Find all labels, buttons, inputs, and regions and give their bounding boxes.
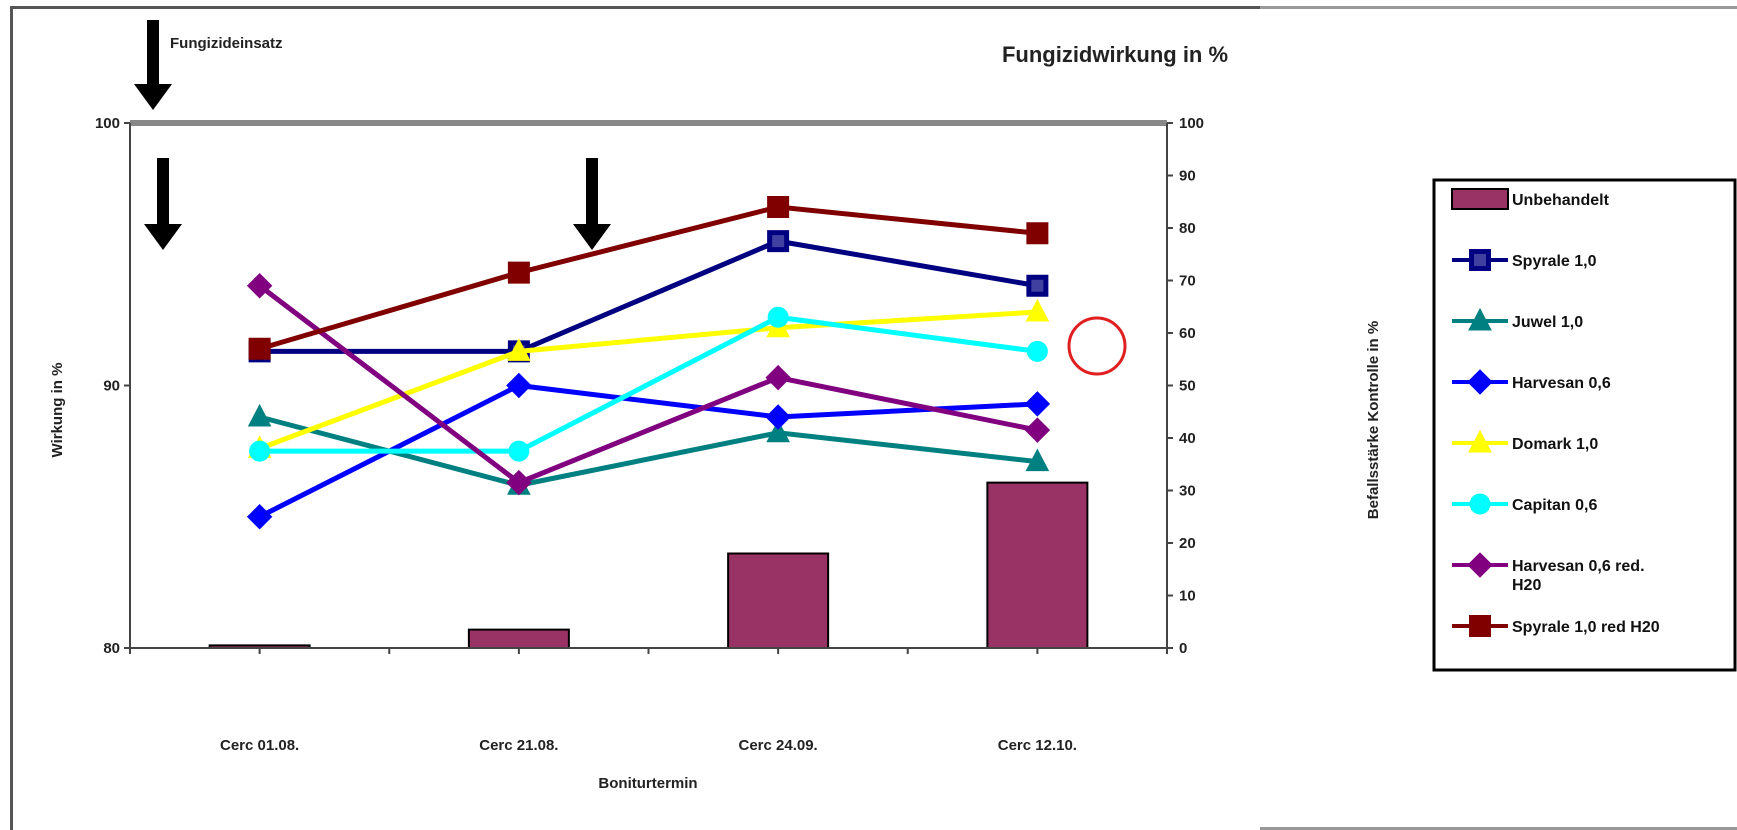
legend-marker-4: [1470, 494, 1490, 514]
series-4-point: [768, 307, 788, 327]
series-5-point: [1025, 418, 1049, 442]
arrow-middle-shaft: [586, 158, 598, 228]
arrow-left-shaft: [157, 158, 169, 228]
y-left-tick-label: 100: [95, 115, 120, 132]
series-6-point: [509, 263, 529, 283]
arrow-top-head: [134, 84, 172, 110]
legend-label-6: Spyrale 1,0 red H20: [1512, 619, 1660, 636]
series-6-point: [1027, 223, 1047, 243]
series-4-point: [250, 441, 270, 461]
series-5-point: [766, 366, 790, 390]
y-right-tick-label: 70: [1179, 273, 1196, 290]
y-left-tick-label: 80: [103, 640, 120, 657]
y-right-tick-label: 90: [1179, 168, 1196, 185]
y-right-tick-label: 100: [1179, 115, 1204, 132]
legend-label-3: Domark 1,0: [1512, 436, 1598, 453]
y-right-tick-label: 10: [1179, 588, 1196, 605]
chart-title: Fungizidwirkung in %: [1002, 42, 1228, 67]
legend-marker-0-inner: [1474, 254, 1486, 266]
x-axis-label: Boniturtermin: [598, 775, 697, 792]
legend-label-2: Harvesan 0,6: [1512, 375, 1611, 392]
arrow-middle-head: [573, 224, 611, 250]
y-right-tick-label: 30: [1179, 483, 1196, 500]
bar-unbehandelt: [469, 630, 569, 648]
y-right-tick-label: 50: [1179, 378, 1196, 395]
annotation-label: Fungizideinsatz: [170, 35, 283, 52]
series-2-point: [248, 505, 272, 529]
x-tick-label: Cerc 12.10.: [998, 737, 1077, 754]
legend-swatch-bar: [1452, 189, 1508, 209]
y-right-tick-label: 80: [1179, 220, 1196, 237]
arrow-top-shaft: [147, 20, 159, 88]
y-axis-left-label: Wirkung in %: [49, 363, 66, 458]
y-axis-right-label: Befallsstärke Kontrolle in %: [1365, 321, 1382, 519]
y-right-tick-label: 60: [1179, 325, 1196, 342]
series-2-point: [507, 374, 531, 398]
lines-layer: [248, 197, 1050, 529]
series-1-point: [249, 405, 271, 426]
legend-label-unbehandelt: Unbehandelt: [1512, 192, 1610, 209]
series-6-point: [250, 339, 270, 359]
legend-label-4: Capitan 0,6: [1512, 497, 1597, 514]
arrow-left-head: [144, 224, 182, 250]
x-tick-label: Cerc 21.08.: [479, 737, 558, 754]
x-tick-label: Cerc 24.09.: [739, 737, 818, 754]
series-0-point-inner: [772, 235, 784, 247]
y-left-tick-label: 90: [103, 378, 120, 395]
legend-marker-6: [1470, 616, 1490, 636]
legend: Unbehandelt Spyrale 1,0 Juwel 1,0 Harvesan …: [1434, 180, 1735, 670]
series-4-point: [509, 441, 529, 461]
y-right-tick-label: 40: [1179, 430, 1196, 447]
y-right-tick-label: 20: [1179, 535, 1196, 552]
series-0-point-inner: [1031, 280, 1043, 292]
series-2-point: [766, 405, 790, 429]
series-4-point: [1027, 341, 1047, 361]
bar-unbehandelt: [987, 483, 1087, 648]
x-tick-label: Cerc 01.08.: [220, 737, 299, 754]
bars-layer: [210, 483, 1088, 648]
series-line-6: [260, 207, 1038, 349]
highlight-circle: [1069, 318, 1125, 374]
y-right-tick-label: 0: [1179, 640, 1187, 657]
legend-label-1: Juwel 1,0: [1512, 314, 1583, 331]
arrows-layer: [134, 20, 611, 250]
legend-label-0: Spyrale 1,0: [1512, 253, 1597, 270]
series-2-point: [1025, 392, 1049, 416]
bar-unbehandelt: [728, 554, 828, 649]
series-6-point: [768, 197, 788, 217]
